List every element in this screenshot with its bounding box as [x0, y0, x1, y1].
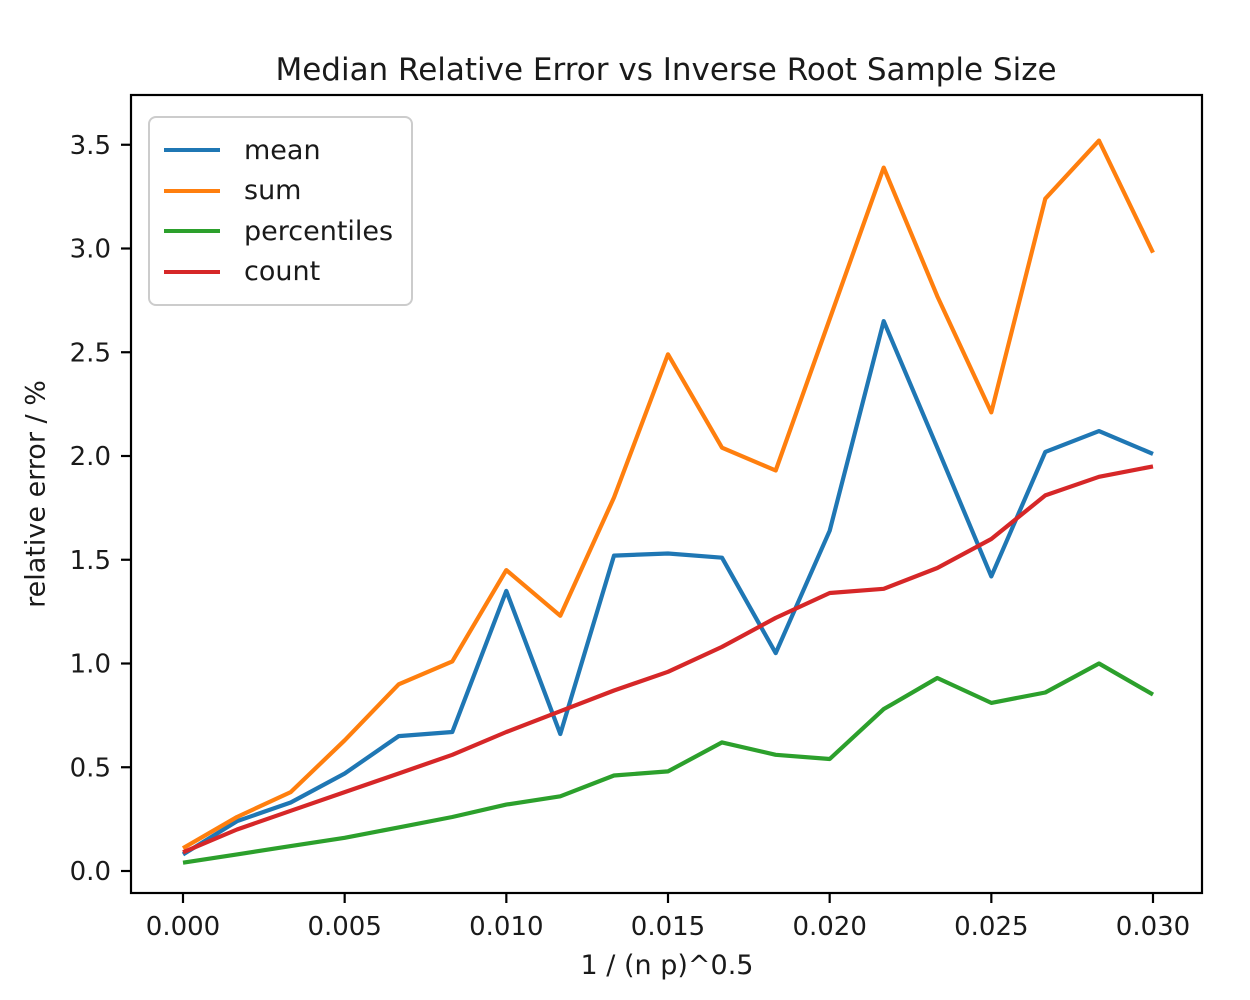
y-tick-label: 2.0	[70, 442, 111, 472]
legend-item-sum: sum	[164, 171, 393, 212]
y-tick-label: 2.5	[70, 338, 111, 368]
legend-item-count: count	[164, 252, 393, 293]
x-tick-label: 0.010	[469, 912, 543, 942]
axes-spines	[129, 93, 1204, 895]
x-tick-label: 0.000	[146, 912, 220, 942]
legend: mean sum percentiles count	[148, 116, 414, 306]
y-tick-label: 3.0	[70, 235, 111, 265]
y-tick-label: 3.5	[70, 131, 111, 161]
legend-label: sum	[244, 175, 302, 207]
series-line-mean	[181, 319, 1154, 857]
x-tick-label: 0.015	[631, 912, 705, 942]
x-tick-label: 0.030	[1116, 912, 1190, 942]
y-tick-label: 1.5	[70, 546, 111, 576]
x-tick-label: 0.025	[954, 912, 1028, 942]
series-line-count	[182, 464, 1154, 855]
legend-line-swatch	[164, 229, 220, 234]
chart-title: Median Relative Error vs Inverse Root Sa…	[275, 52, 1057, 88]
x-tick-label: 0.005	[307, 912, 381, 942]
x-axis-label: 1 / (n p)^0.5	[580, 950, 754, 981]
series-line-sum	[181, 138, 1155, 851]
legend-label: mean	[244, 134, 321, 166]
legend-label: percentiles	[244, 215, 394, 247]
y-tick-label: 0.0	[70, 857, 111, 887]
legend-label: count	[244, 256, 321, 288]
legend-item-mean: mean	[164, 130, 393, 171]
y-axis-label: relative error / %	[20, 380, 52, 608]
series-line-percentiles	[182, 661, 1155, 865]
legend-item-percentiles: percentiles	[164, 211, 393, 252]
y-tick-label: 1.0	[70, 650, 111, 680]
legend-line-swatch	[164, 269, 220, 274]
x-tick-label: 0.020	[792, 912, 866, 942]
legend-line-swatch	[164, 188, 220, 193]
y-tick-label: 0.5	[70, 753, 111, 783]
legend-line-swatch	[164, 148, 220, 153]
